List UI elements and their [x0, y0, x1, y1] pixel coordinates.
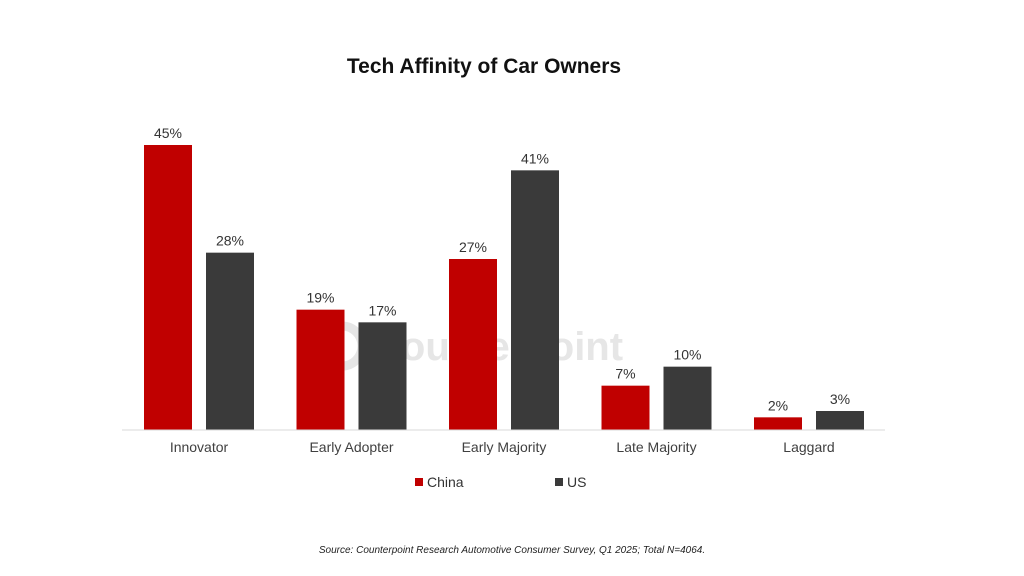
- chart-title: Tech Affinity of Car Owners: [346, 55, 622, 78]
- labels-layer: 45% 28% 19% 17% 27% 41% 7% 10% 2% 3%: [154, 125, 850, 413]
- bar-us-early-adopter: [358, 322, 407, 430]
- legend: China US: [0, 474, 1024, 494]
- data-label-china-innovator: 45%: [154, 125, 182, 141]
- watermark-text: Counterpoint: [372, 325, 623, 369]
- bar-us-late-majority: [663, 366, 712, 430]
- x-tick-label-laggard: Laggard: [783, 439, 834, 455]
- data-label-china-late-majority: 7%: [615, 366, 635, 382]
- legend-label-china: China: [427, 474, 464, 490]
- data-label-china-early-adopter: 19%: [306, 290, 334, 306]
- data-label-us-early-adopter: 17%: [368, 302, 396, 318]
- x-tick-label-early-adopter: Early Adopter: [309, 439, 393, 455]
- bar-china-late-majority: [601, 385, 650, 430]
- x-tick-label-late-majority: Late Majority: [616, 439, 696, 455]
- source-note: Source: Counterpoint Research Automotive…: [318, 545, 706, 556]
- data-label-us-innovator: 28%: [216, 233, 244, 249]
- bar-china-early-adopter: [296, 309, 345, 430]
- x-tick-label-early-majority: Early Majority: [462, 439, 547, 455]
- bar-us-laggard: [816, 411, 864, 430]
- bar-us-innovator: [206, 252, 254, 430]
- bar-china-laggard: [754, 417, 802, 430]
- data-label-us-early-majority: 41%: [521, 150, 549, 166]
- bar-china-innovator: [144, 145, 192, 430]
- data-label-china-early-majority: 27%: [459, 239, 487, 255]
- legend-swatch-china: [415, 478, 423, 486]
- bars-layer: [144, 145, 864, 431]
- bar-chart: Counterpoint 45% 28% 19% 17% 27% 41% 7% 10% 2% 3%…: [122, 125, 885, 455]
- data-label-us-late-majority: 10%: [673, 347, 701, 363]
- legend-item-china: China: [415, 474, 464, 490]
- bar-us-early-majority: [511, 170, 559, 431]
- x-tick-labels: Innovator Early Adopter Early Majority Late…: [170, 439, 835, 455]
- legend-swatch-us: [555, 478, 563, 486]
- legend-label-us: US: [567, 474, 587, 490]
- data-label-us-laggard: 3%: [830, 391, 850, 407]
- data-label-china-laggard: 2%: [768, 397, 788, 413]
- x-tick-label-innovator: Innovator: [170, 439, 229, 455]
- bar-china-early-majority: [449, 259, 497, 430]
- legend-item-us: US: [555, 474, 586, 490]
